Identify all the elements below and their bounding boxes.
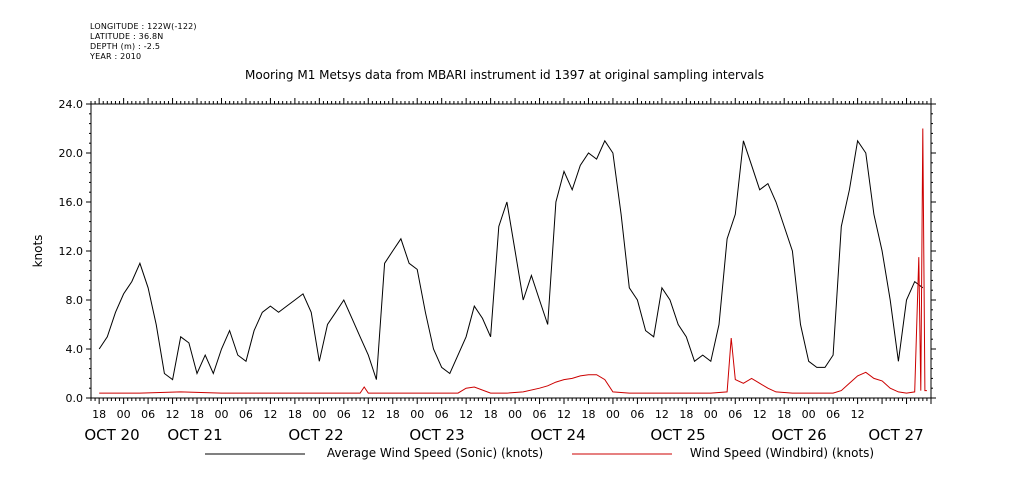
x-date-label: OCT 24 xyxy=(530,426,585,444)
metadata-block: LONGITUDE : 122W(-122) LATITUDE : 36.8N … xyxy=(90,22,197,62)
legend-sonic-swatch xyxy=(205,453,305,454)
depth-text: DEPTH (m) : -2.5 xyxy=(90,42,161,51)
x-date-label: OCT 20 xyxy=(84,426,139,444)
x-hour-label: 18 xyxy=(386,408,400,421)
y-tick-label: 4.0 xyxy=(66,343,84,356)
x-hour-label: 00 xyxy=(214,408,228,421)
legend-windbird: Wind Speed (Windbird) (knots) xyxy=(572,446,874,460)
x-hour-label: 00 xyxy=(508,408,522,421)
x-date-label: OCT 21 xyxy=(167,426,222,444)
y-tick-label: 20.0 xyxy=(59,147,84,160)
x-hour-label: 00 xyxy=(704,408,718,421)
x-hour-label: 06 xyxy=(630,408,644,421)
x-hour-label: 18 xyxy=(288,408,302,421)
x-hour-label: 06 xyxy=(435,408,449,421)
x-hour-label: 00 xyxy=(606,408,620,421)
x-hour-label: 12 xyxy=(655,408,669,421)
legend-sonic-label: Average Wind Speed (Sonic) (knots) xyxy=(326,446,544,460)
x-hour-label: 18 xyxy=(679,408,693,421)
legend-windbird-swatch xyxy=(572,453,672,454)
x-hour-label: 06 xyxy=(239,408,253,421)
series-sonic-line xyxy=(98,139,924,381)
longitude-text: LONGITUDE : 122W(-122) xyxy=(90,22,197,31)
plot-frame xyxy=(90,103,932,399)
x-hour-label: 18 xyxy=(581,408,595,421)
legend-sonic: Average Wind Speed (Sonic) (knots) xyxy=(205,446,543,460)
series-windbird-line xyxy=(99,128,927,394)
x-hour-label: 12 xyxy=(851,408,865,421)
x-hour-label: 12 xyxy=(166,408,180,421)
latitude-text: LATITUDE : 36.8N xyxy=(90,32,164,41)
y-tick-label: 0.0 xyxy=(66,392,84,405)
year-text: YEAR : 2010 xyxy=(90,52,142,61)
x-hour-label: 18 xyxy=(777,408,791,421)
x-hour-label: 06 xyxy=(728,408,742,421)
x-date-label: OCT 23 xyxy=(409,426,464,444)
x-date-label: OCT 25 xyxy=(650,426,705,444)
y-tick-label: 16.0 xyxy=(59,196,84,209)
x-hour-label: 12 xyxy=(263,408,277,421)
x-date-label: OCT 26 xyxy=(771,426,826,444)
x-hour-label: 12 xyxy=(753,408,767,421)
x-hour-label: 12 xyxy=(361,408,375,421)
x-hour-label: 18 xyxy=(484,408,498,421)
x-hour-label: 18 xyxy=(190,408,204,421)
x-hour-label: 06 xyxy=(337,408,351,421)
chart-title: Mooring M1 Metsys data from MBARI instru… xyxy=(245,68,764,82)
x-hour-label: 00 xyxy=(312,408,326,421)
x-date-label: OCT 27 xyxy=(868,426,923,444)
x-hour-label: 00 xyxy=(117,408,131,421)
y-axis-label: knots xyxy=(31,235,45,268)
x-hour-label: 00 xyxy=(410,408,424,421)
x-hour-label: 00 xyxy=(802,408,816,421)
y-tick-label: 24.0 xyxy=(59,98,84,111)
y-tick-label: 12.0 xyxy=(59,245,84,258)
x-hour-label: 18 xyxy=(92,408,106,421)
y-tick-label: 8.0 xyxy=(66,294,84,307)
x-hour-label: 06 xyxy=(533,408,547,421)
x-hour-label: 12 xyxy=(459,408,473,421)
x-hour-label: 06 xyxy=(826,408,840,421)
legend-windbird-label: Wind Speed (Windbird) (knots) xyxy=(689,446,875,460)
x-hour-label: 06 xyxy=(141,408,155,421)
x-hour-label: 12 xyxy=(557,408,571,421)
x-date-label: OCT 22 xyxy=(288,426,343,444)
